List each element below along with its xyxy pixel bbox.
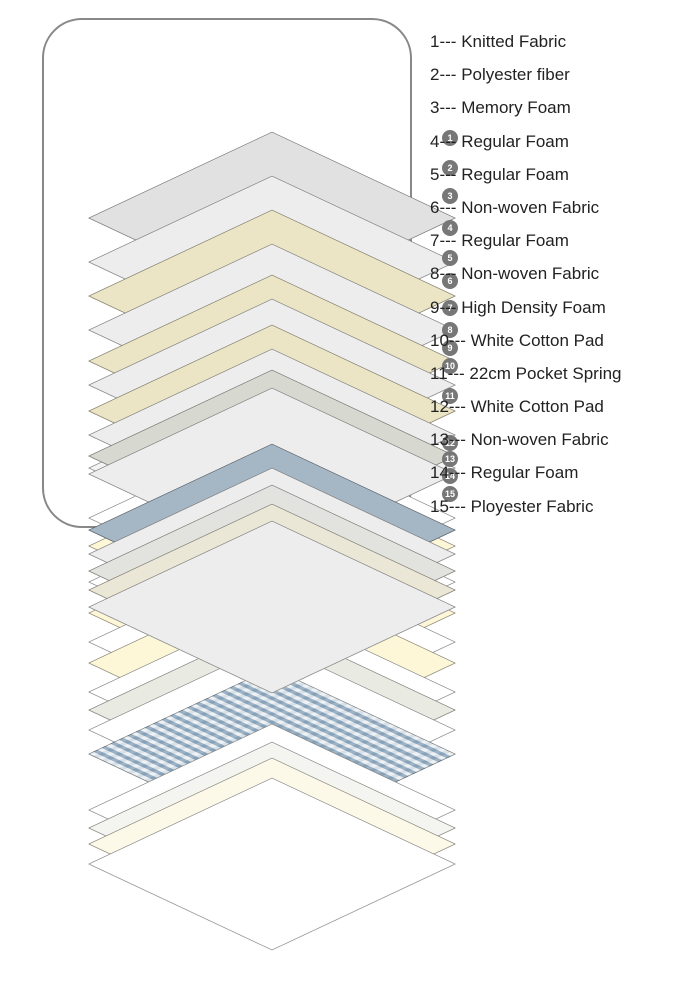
legend-number: 15 bbox=[430, 497, 449, 516]
legend-sep: --- bbox=[439, 32, 456, 51]
legend-row-14: 14--- Regular Foam bbox=[430, 463, 680, 483]
legend-row-13: 13--- Non-woven Fabric bbox=[430, 430, 680, 450]
legend-number: 11 bbox=[430, 364, 448, 383]
legend-row-10: 10--- White Cotton Pad bbox=[430, 331, 680, 351]
legend-label: Regular Foam bbox=[461, 231, 569, 250]
legend-label: Ployester Fabric bbox=[471, 497, 594, 516]
legend-label: Non-woven Fabric bbox=[461, 198, 599, 217]
legend-label: Non-woven Fabric bbox=[461, 264, 599, 283]
legend-sep: --- bbox=[439, 298, 456, 317]
legend-row-4: 4--- Regular Foam bbox=[430, 132, 680, 152]
legend-row-2: 2--- Polyester fiber bbox=[430, 65, 680, 85]
legend-row-5: 5--- Regular Foam bbox=[430, 165, 680, 185]
layer-stack: 123456789101112131415 bbox=[104, 68, 439, 528]
legend-row-11: 11--- 22cm Pocket Spring bbox=[430, 364, 680, 384]
diagram-frame: 123456789101112131415 bbox=[42, 18, 412, 528]
legend-label: Non-woven Fabric bbox=[471, 430, 609, 449]
legend-label: Regular Foam bbox=[461, 132, 569, 151]
legend-label: Memory Foam bbox=[461, 98, 571, 117]
legend-sep: --- bbox=[439, 198, 456, 217]
layer-15 bbox=[272, 474, 532, 994]
legend-row-6: 6--- Non-woven Fabric bbox=[430, 198, 680, 218]
legend-sep: --- bbox=[439, 132, 456, 151]
legend-number: 10 bbox=[430, 331, 449, 350]
legend-label: Polyester fiber bbox=[461, 65, 570, 84]
legend-sep: --- bbox=[439, 98, 456, 117]
legend-sep: --- bbox=[439, 165, 456, 184]
legend-label: Regular Foam bbox=[471, 463, 579, 482]
legend-sep: --- bbox=[449, 331, 466, 350]
legend-sep: --- bbox=[449, 397, 466, 416]
legend-label: Regular Foam bbox=[461, 165, 569, 184]
legend-sep: --- bbox=[449, 430, 466, 449]
legend-row-15: 15--- Ployester Fabric bbox=[430, 497, 680, 517]
legend-row-12: 12--- White Cotton Pad bbox=[430, 397, 680, 417]
legend-sep: --- bbox=[439, 65, 456, 84]
legend-sep: --- bbox=[439, 264, 456, 283]
legend-row-1: 1--- Knitted Fabric bbox=[430, 32, 680, 52]
legend-row-7: 7--- Regular Foam bbox=[430, 231, 680, 251]
legend-sep: --- bbox=[449, 463, 466, 482]
legend-row-8: 8--- Non-woven Fabric bbox=[430, 264, 680, 284]
legend-sep: --- bbox=[449, 497, 466, 516]
legend-label: High Density Foam bbox=[461, 298, 606, 317]
legend-number: 12 bbox=[430, 397, 449, 416]
legend-label: 22cm Pocket Spring bbox=[469, 364, 621, 383]
legend-label: White Cotton Pad bbox=[471, 331, 604, 350]
legend-label: Knitted Fabric bbox=[461, 32, 566, 51]
legend-number: 14 bbox=[430, 463, 449, 482]
legend-sep: --- bbox=[448, 364, 465, 383]
legend-number: 13 bbox=[430, 430, 449, 449]
legend-sep: --- bbox=[439, 231, 456, 250]
legend: 1--- Knitted Fabric 2--- Polyester fiber 3… bbox=[430, 32, 680, 530]
legend-row-3: 3--- Memory Foam bbox=[430, 98, 680, 118]
legend-row-9: 9--- High Density Foam bbox=[430, 298, 680, 318]
legend-label: White Cotton Pad bbox=[471, 397, 604, 416]
